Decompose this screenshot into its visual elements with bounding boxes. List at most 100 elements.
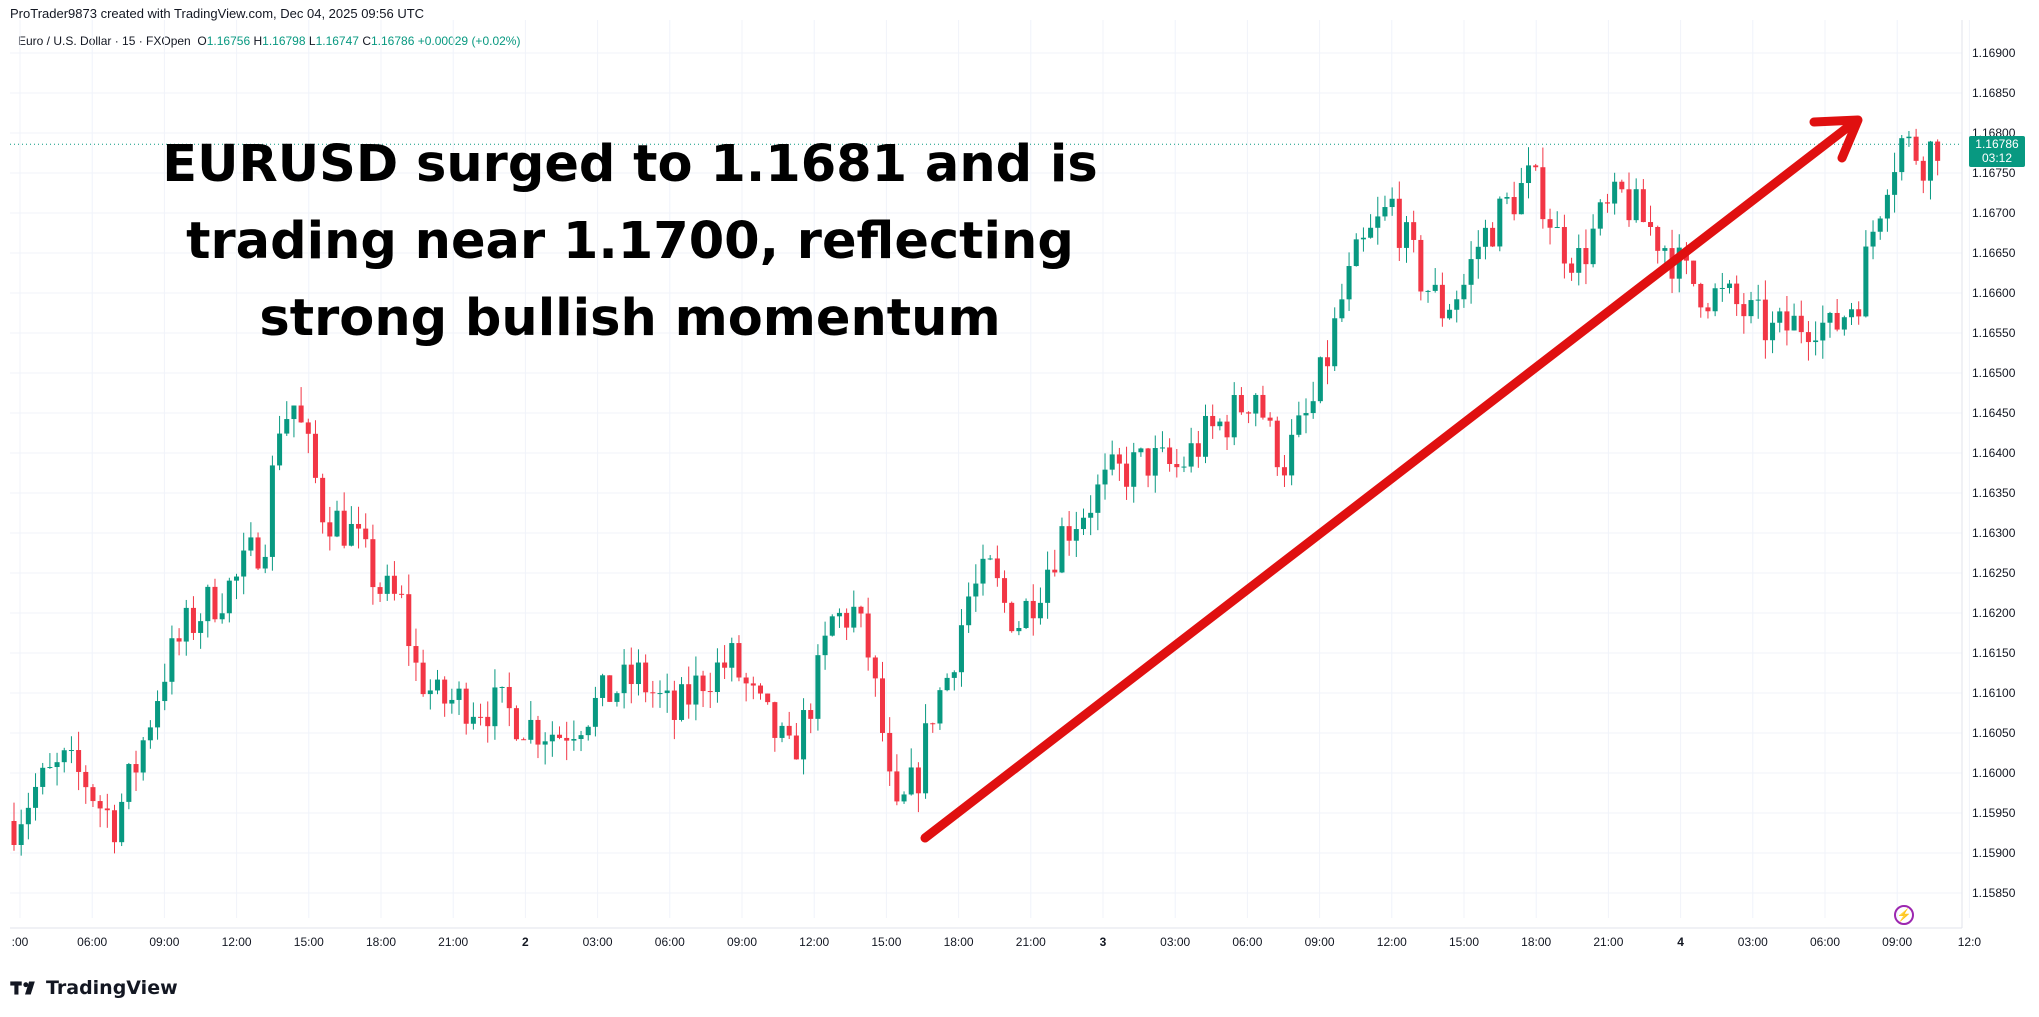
annotation-line-1: EURUSD surged to 1.1681 and is: [162, 135, 1098, 194]
candle-body: [736, 643, 742, 678]
candle-body: [894, 771, 900, 802]
candle-body: [958, 625, 964, 673]
candle-body: [987, 558, 993, 560]
candle-body: [1863, 246, 1869, 317]
candle-body: [478, 716, 484, 718]
candle-body: [1059, 526, 1065, 573]
candle-body: [1289, 434, 1295, 476]
y-tick-label: 1.16750: [1972, 166, 2016, 180]
axes: 1.169001.168501.168001.167501.167001.166…: [10, 20, 2016, 949]
tradingview-brand[interactable]: TradingView: [10, 976, 178, 1000]
candle-body: [1246, 412, 1252, 414]
candle-body: [1554, 227, 1560, 229]
candle-body: [262, 556, 268, 569]
x-tick-label: 06:00: [77, 935, 107, 949]
x-tick-label: 18:00: [366, 935, 396, 949]
y-tick-label: 1.16150: [1972, 646, 2016, 660]
candle-body: [1317, 357, 1323, 402]
candle-body: [1396, 198, 1402, 248]
candle-body: [664, 690, 670, 694]
candle-body: [621, 664, 627, 694]
candle-body: [269, 465, 275, 557]
candle-body: [1138, 448, 1144, 453]
candle-body: [1016, 627, 1022, 632]
candle-body: [1095, 484, 1101, 513]
candle-body: [1102, 469, 1108, 485]
candle-body: [1167, 447, 1173, 465]
candle-body: [879, 678, 886, 733]
candle-body: [1468, 259, 1474, 285]
y-tick-label: 1.16450: [1972, 406, 2016, 420]
candle-body: [1719, 287, 1725, 289]
candle-body: [801, 710, 807, 760]
candle-body: [851, 606, 857, 628]
candle-body: [212, 586, 218, 620]
candle-body: [119, 801, 125, 843]
candle-body: [1518, 183, 1524, 215]
candle-body: [40, 767, 46, 787]
candle-body: [1633, 189, 1639, 221]
legend-high-value: 1.16798: [262, 34, 306, 48]
candle-body: [1856, 309, 1862, 317]
x-tick-label: 12:00: [222, 935, 252, 949]
legend-open-value: 1.16756: [206, 34, 251, 48]
legend-symbol[interactable]: Euro / U.S. Dollar · 15 · FXOpen: [18, 34, 191, 48]
y-tick-label: 1.16650: [1972, 246, 2016, 260]
candle-body: [1353, 239, 1359, 267]
candle-body: [937, 690, 943, 724]
candle-body: [1346, 266, 1352, 300]
candle-body: [1490, 227, 1496, 247]
candle-body: [1813, 340, 1819, 343]
candle-body: [1360, 237, 1366, 240]
candle-body: [1124, 463, 1130, 487]
candle-body: [1892, 172, 1898, 195]
x-tick-label: 18:00: [944, 935, 974, 949]
candle-body: [427, 690, 433, 695]
candle-body: [1705, 307, 1711, 312]
candle-body: [1583, 248, 1589, 265]
candle-body: [556, 734, 563, 738]
y-tick-label: 1.16500: [1972, 366, 2016, 380]
candle-body: [25, 807, 31, 825]
x-tick-label: 15:00: [1449, 935, 1479, 949]
candle-body: [930, 723, 936, 725]
y-tick-label: 1.16550: [1972, 326, 2016, 340]
candle-body: [140, 740, 146, 773]
x-tick-label: 18:00: [1521, 935, 1551, 949]
candle-body: [1418, 239, 1424, 292]
candle-body: [1834, 312, 1840, 330]
candle-body: [944, 677, 950, 691]
y-tick-label: 1.15950: [1972, 806, 2016, 820]
candle-body: [1619, 181, 1625, 190]
candle-body: [858, 606, 864, 614]
candle-body: [506, 686, 512, 709]
candle-body: [571, 739, 577, 741]
candle-body: [18, 824, 24, 845]
candle-body: [1389, 198, 1395, 208]
candle-body: [1561, 227, 1567, 264]
candle-body: [793, 735, 799, 760]
candle-body: [908, 767, 914, 795]
candle-body: [320, 477, 326, 523]
candle-body: [1906, 136, 1912, 139]
candle-body: [1274, 420, 1280, 468]
legend-low-value: 1.16747: [315, 34, 359, 48]
flash-icon[interactable]: ⚡: [1894, 905, 1914, 925]
candle-body: [111, 810, 118, 843]
candle-body: [1080, 517, 1087, 530]
candle-body: [1820, 322, 1826, 341]
candle-body: [549, 734, 555, 742]
grid-lines: [10, 20, 1970, 918]
candle-body: [1691, 260, 1697, 284]
candle-body: [1827, 312, 1833, 323]
candle-body: [284, 419, 290, 434]
candle-body: [1052, 569, 1058, 573]
trend-arrow: [920, 115, 1863, 843]
candle-body: [1741, 304, 1747, 317]
candle-body: [1784, 311, 1790, 331]
candle-body: [1726, 283, 1733, 288]
candle-body: [693, 675, 699, 705]
candle-body: [607, 675, 613, 702]
candle-body: [327, 522, 333, 537]
